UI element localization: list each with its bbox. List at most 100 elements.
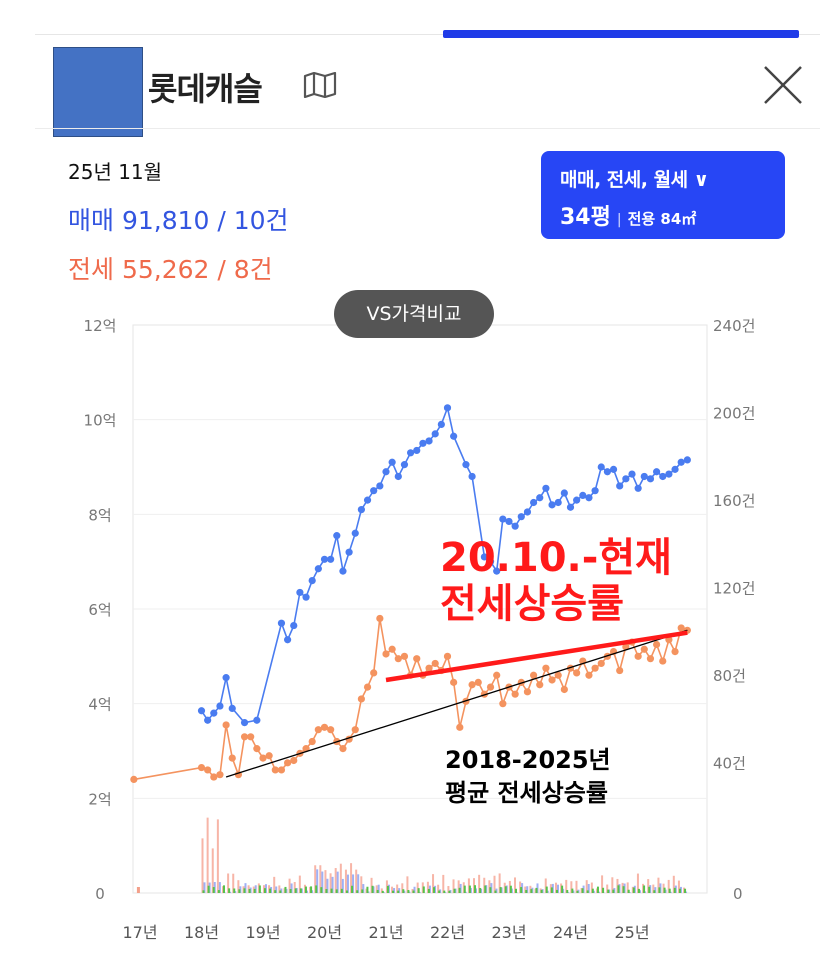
volume-bar-jeonse: [601, 875, 604, 893]
jeonse-price-point: [400, 652, 409, 660]
volume-bar-rent: [376, 889, 379, 893]
sale-price-point: [468, 472, 476, 481]
jeonse-price-point: [204, 766, 212, 774]
sale-price-point: [437, 420, 445, 428]
sale-price-point: [320, 555, 329, 563]
sale-price-point: [228, 704, 236, 713]
sale-price-point: [407, 449, 415, 457]
volume-bar-jeonse: [452, 879, 455, 893]
volume-bar-jeonse: [360, 876, 363, 893]
sale-price-point: [505, 517, 513, 526]
filter-button[interactable]: 매매, 전세, 월세 ∨ 34평 | 전용 84㎡: [541, 151, 785, 239]
sale-price-point: [659, 472, 667, 481]
volume-bar-jeonse: [672, 875, 675, 893]
volume-bar-rent: [596, 886, 599, 893]
volume-bar-rent: [489, 887, 492, 893]
volume-bar-jeonse: [606, 884, 609, 893]
sale-price-point: [462, 461, 470, 469]
volume-bar-jeonse: [339, 863, 342, 893]
volume-bar-sale: [526, 886, 529, 893]
x-tick-label: 20년: [307, 923, 342, 942]
volume-bar-jeonse: [401, 883, 404, 893]
volume-bar-rent: [479, 888, 482, 893]
sale-summary: 매매 91,810 / 10건: [68, 206, 289, 235]
volume-bar-rent: [504, 886, 507, 893]
sale-price-point: [542, 484, 550, 492]
sale-price-point: [333, 532, 341, 540]
volume-bar-rent: [263, 888, 266, 893]
y-left-tick-label: 2억: [88, 790, 111, 808]
volume-bar-rent: [238, 889, 241, 893]
volume-bar-jeonse: [554, 882, 557, 893]
volume-bar-jeonse: [575, 880, 578, 893]
volume-bar-sale: [556, 884, 559, 893]
volume-bar-jeonse: [636, 873, 639, 893]
volume-bar-rent: [632, 887, 635, 893]
volume-bar-rent: [622, 886, 625, 893]
volume-bar-sale: [377, 884, 380, 893]
sale-price-point: [357, 506, 365, 514]
volume-bar-rent: [561, 885, 564, 893]
jeonse-price-point: [659, 657, 667, 665]
jeonse-price-point: [443, 652, 452, 660]
y-right-tick-label: 240건: [713, 317, 755, 335]
volume-bar-rent: [530, 889, 533, 893]
jeonse-price-point: [425, 664, 433, 672]
sale-price-point: [511, 522, 519, 530]
x-tick-label: 19년: [245, 923, 280, 942]
volume-bar-rent: [576, 890, 579, 893]
sale-price-point: [493, 567, 501, 575]
jeonse-price-point: [585, 671, 593, 679]
jeonse-price-point: [536, 681, 544, 689]
recent-trend-line: [385, 630, 688, 683]
volume-bar-rent: [494, 890, 497, 893]
volume-bar-jeonse: [293, 881, 296, 893]
filter-size-row: 34평 | 전용 84㎡: [560, 205, 697, 230]
volume-bar-rent: [366, 886, 369, 893]
volume-bar-jeonse: [667, 879, 670, 893]
sale-price-point: [486, 558, 495, 566]
sale-price-point: [388, 458, 396, 466]
sale-price-point: [653, 468, 661, 476]
volume-bar-sale: [290, 883, 293, 893]
volume-bar-rent: [417, 888, 420, 893]
y-right-tick-label: 200건: [713, 405, 755, 423]
sale-price-point: [683, 456, 691, 464]
jeonse-price-point: [222, 721, 230, 729]
volume-bar-jeonse: [416, 882, 419, 893]
volume-bar-jeonse: [324, 870, 327, 893]
sale-price-point: [628, 470, 636, 478]
sale-price-point: [431, 430, 439, 438]
volume-bar-jeonse: [288, 878, 291, 893]
volume-bar-rent: [253, 888, 256, 893]
compare-button[interactable]: VS가격비교: [334, 290, 494, 338]
sale-price-point: [327, 555, 335, 563]
sale-price-point: [443, 404, 452, 412]
volume-bar-sale: [331, 876, 334, 893]
volume-bar-sale: [587, 883, 590, 893]
sale-price-point: [646, 475, 655, 483]
volume-bar-rent: [586, 890, 589, 893]
volume-bar-sale: [244, 883, 247, 893]
jeonse-price-point: [320, 723, 329, 731]
volume-bar-jeonse: [488, 880, 491, 893]
close-icon[interactable]: [762, 64, 804, 106]
jeonse-price-point: [450, 678, 458, 686]
y-left-tick-label: 0: [95, 885, 105, 903]
volume-bar-jeonse: [570, 881, 573, 893]
volume-bar-rent: [474, 885, 477, 893]
volume-bar-sale: [341, 878, 344, 893]
volume-bar-rent: [335, 889, 338, 893]
sale-price-point: [609, 465, 618, 473]
volume-bar-rent: [233, 888, 236, 893]
jeonse-price-point: [456, 723, 464, 731]
jeonse-price-point: [523, 688, 532, 696]
volume-bar-jeonse: [355, 869, 358, 893]
jeonse-price-point: [339, 745, 347, 753]
jeonse-price-point: [677, 624, 685, 632]
volume-bar-jeonse: [136, 887, 140, 893]
jeonse-price-point: [327, 726, 335, 734]
volume-bar-jeonse: [442, 874, 445, 893]
map-icon[interactable]: [303, 71, 337, 102]
volume-bar-jeonse: [298, 875, 301, 893]
